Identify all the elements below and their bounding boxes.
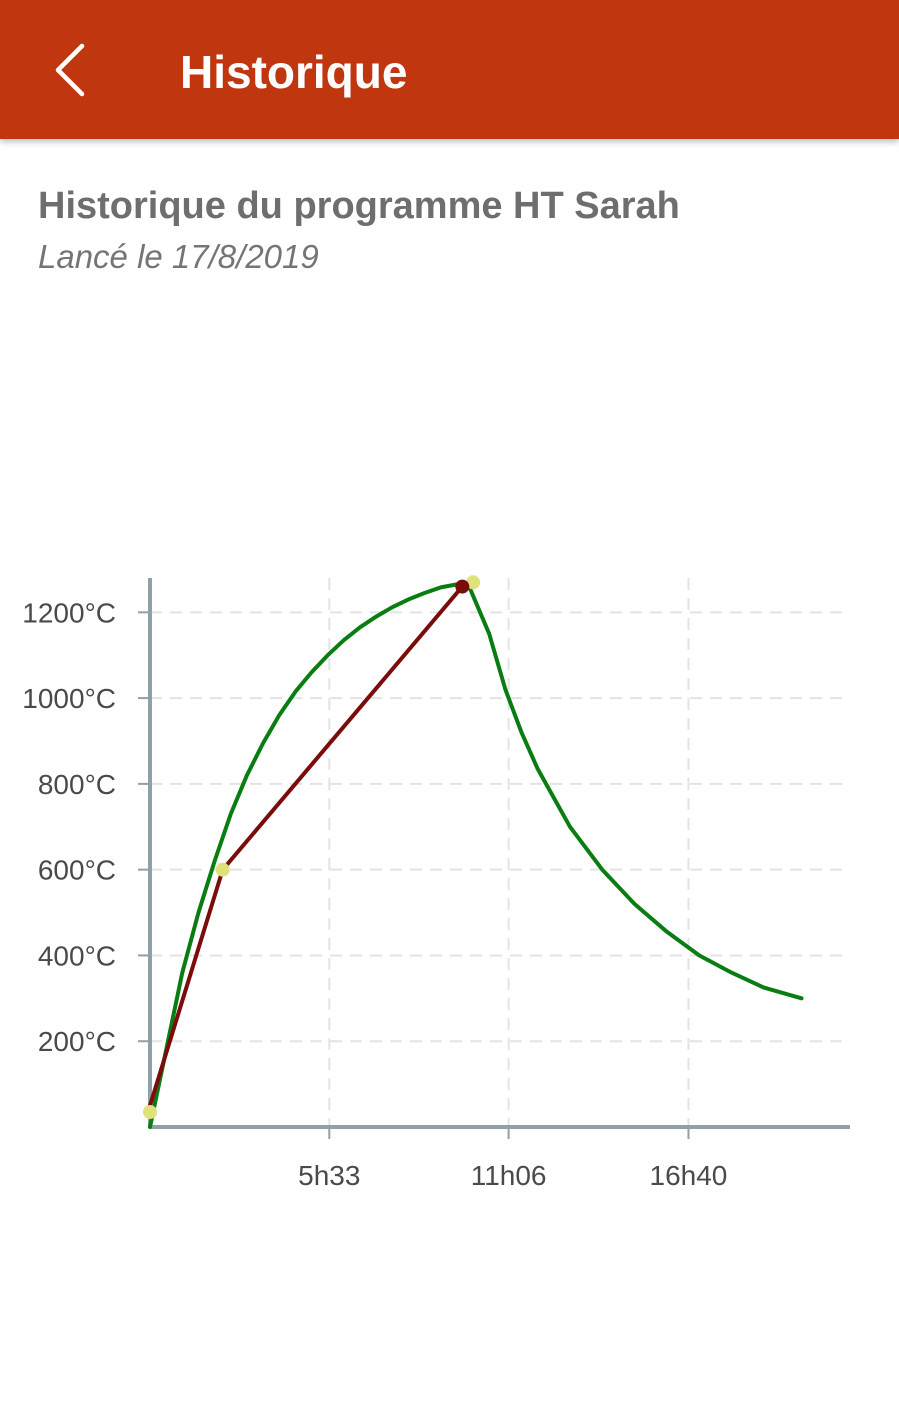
y-tick-label: 400°C [38, 940, 116, 971]
y-tick-label: 200°C [38, 1026, 116, 1057]
y-tick-label: 1200°C [22, 597, 116, 628]
y-tick-label: 600°C [38, 855, 116, 886]
x-tick-label: 16h40 [650, 1160, 728, 1191]
page-subtitle: Lancé le 17/8/2019 [38, 238, 319, 275]
measured-temperature-line [148, 581, 804, 1129]
programmed-temperature-line [148, 584, 465, 1108]
data-point-marker [455, 579, 470, 594]
data-point-marker [215, 862, 230, 877]
chevron-left-icon [55, 43, 85, 97]
temperature-chart: 200°C 400°C 600°C 800°C 1000°C 1200°C 5h33 11h0… [22, 575, 850, 1191]
y-tick-label: 800°C [38, 769, 116, 800]
back-button[interactable] [40, 30, 100, 110]
app-bar-title: Historique [180, 46, 408, 98]
x-tick-label: 11h06 [471, 1160, 547, 1191]
app-bar: Historique [0, 0, 899, 139]
x-tick-label: 5h33 [298, 1160, 360, 1191]
data-point-marker [466, 575, 481, 590]
data-point-marker [143, 1104, 157, 1119]
y-tick-label: 1000°C [22, 683, 116, 714]
page-title: Historique du programme HT Sarah [38, 185, 680, 227]
